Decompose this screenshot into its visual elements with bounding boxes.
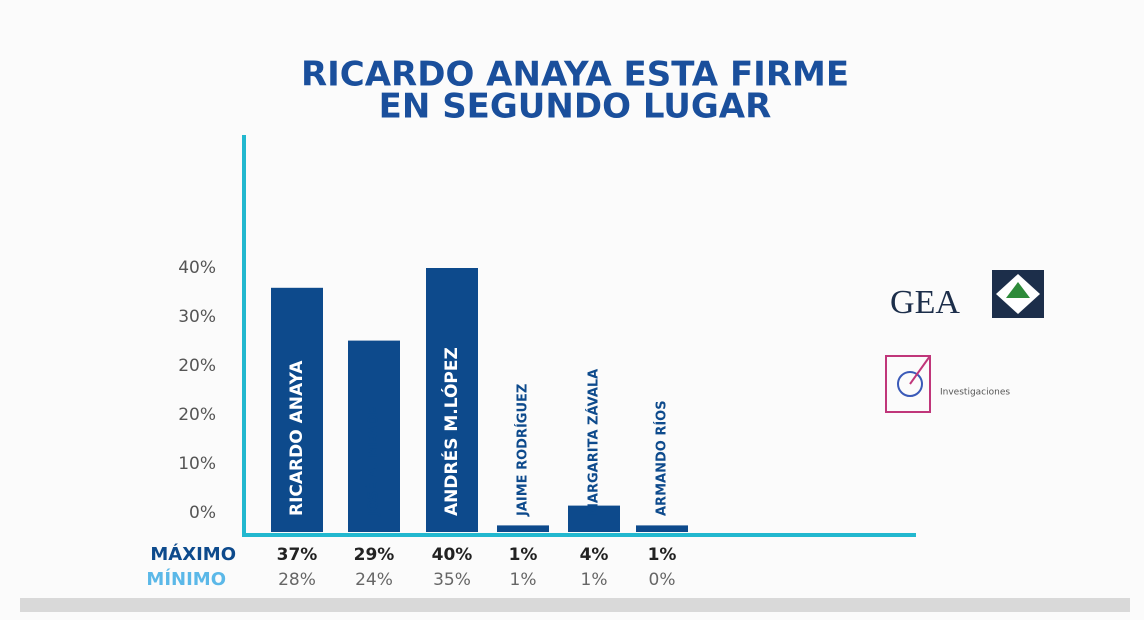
max-value-label: 37% bbox=[277, 545, 318, 565]
category-label: RICARDO ANAYA bbox=[287, 360, 307, 516]
max-value-label: 4% bbox=[580, 545, 609, 565]
chart-title: RICARDO ANAYA ESTA FIRME bbox=[301, 55, 849, 95]
y-axis-label: 20% bbox=[178, 405, 216, 425]
min-value-label: 35% bbox=[433, 570, 471, 590]
footer-band bbox=[20, 598, 1130, 612]
max-value-label: 29% bbox=[354, 545, 395, 565]
logo-gea-icon bbox=[992, 270, 1044, 318]
logo-isa: Investigaciones bbox=[940, 388, 1010, 398]
logo-gea: GEA bbox=[890, 284, 960, 321]
legend-min: MÍNIMO bbox=[146, 568, 226, 590]
bar bbox=[497, 525, 549, 532]
category-label: JAIME RODRÍGUEZ bbox=[515, 384, 531, 517]
category-label: JOSÉ A. MEADE bbox=[366, 406, 382, 517]
min-value-label: 1% bbox=[510, 570, 537, 590]
min-value-label: 24% bbox=[355, 570, 393, 590]
max-value-label: 1% bbox=[509, 545, 538, 565]
bar bbox=[348, 340, 400, 532]
min-value-label: 1% bbox=[581, 570, 608, 590]
category-label: MARGARITA ZÁVALA bbox=[586, 369, 602, 516]
category-label: ANDRÉS M.LÓPEZ bbox=[440, 347, 462, 516]
bar bbox=[636, 525, 688, 532]
bar bbox=[568, 505, 620, 532]
bar bbox=[271, 287, 323, 532]
min-value-label: 0% bbox=[649, 570, 676, 590]
y-axis-label: 40% bbox=[178, 258, 216, 278]
category-label: ARMANDO RÍOS bbox=[654, 400, 670, 516]
bar bbox=[426, 268, 478, 532]
y-axis-label: 30% bbox=[178, 307, 216, 327]
max-value-label: 1% bbox=[648, 545, 677, 565]
y-axis-label: 10% bbox=[178, 454, 216, 474]
chart-title: EN SEGUNDO LUGAR bbox=[379, 87, 772, 127]
y-axis-label: 0% bbox=[189, 503, 216, 523]
y-axis-label: 20% bbox=[178, 356, 216, 376]
legend-max: MÁXIMO bbox=[150, 543, 236, 565]
logo-isa-icon bbox=[885, 355, 931, 413]
min-value-label: 28% bbox=[278, 570, 316, 590]
max-value-label: 40% bbox=[432, 545, 473, 565]
